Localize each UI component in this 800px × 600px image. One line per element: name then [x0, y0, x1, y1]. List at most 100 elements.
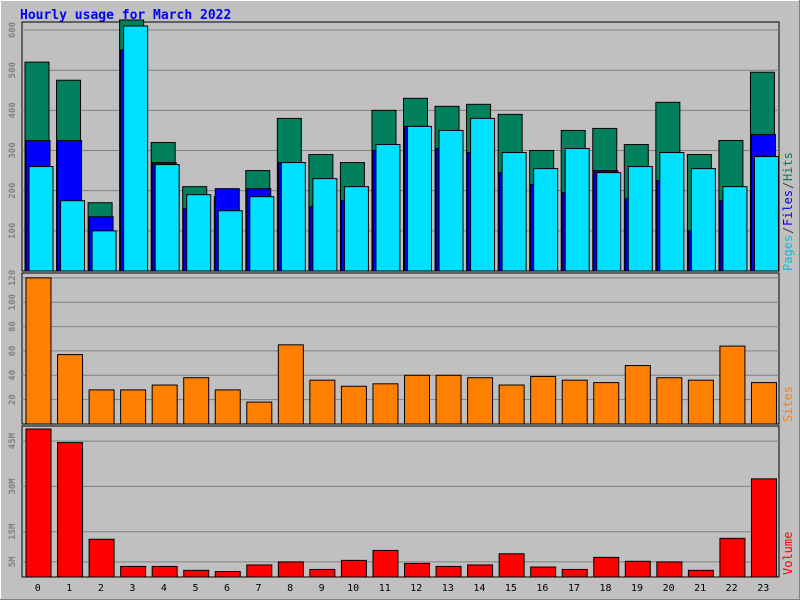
- bar-volume: [277, 561, 304, 578]
- x-tick-label: 23: [757, 583, 769, 594]
- bar-volume: [687, 569, 714, 578]
- y-tick-label: 45M: [8, 432, 18, 449]
- x-tick-label: 9: [319, 583, 325, 594]
- bar-pages: [438, 129, 464, 272]
- ylabel-volume: Volume: [781, 532, 795, 575]
- bar-sites: [340, 385, 367, 425]
- bar-sites: [687, 379, 714, 425]
- volume-panel: 5M 15M 30M 45M: [8, 425, 780, 578]
- bar-volume: [214, 571, 241, 578]
- bar-pages: [28, 166, 54, 272]
- bar-pages: [533, 168, 559, 272]
- bar-pages: [407, 125, 432, 272]
- bar-sites: [435, 374, 462, 425]
- bar-sites: [277, 344, 304, 425]
- bar-sites: [561, 379, 588, 425]
- ylabel-pages: Pages: [781, 235, 795, 271]
- bar-volume: [624, 560, 651, 578]
- hour-axis-labels: 0 1 2 3 4 5 6 7 8 9 10 11 12 13 14 15 16 17 18 19 20 21 22 23: [35, 583, 769, 594]
- ylabel-files: Files: [781, 190, 795, 226]
- ylabel-slash-1: /: [781, 227, 795, 234]
- bar-sites: [25, 277, 52, 425]
- bar-volume: [435, 565, 462, 578]
- x-tick-label: 18: [599, 583, 611, 594]
- chart-title: Hourly usage for March 2022: [20, 8, 231, 23]
- bar-sites: [624, 365, 651, 425]
- bar-pages: [91, 230, 117, 272]
- bar-volume: [120, 565, 147, 578]
- x-tick-label: 6: [224, 583, 230, 594]
- x-tick-label: 12: [410, 583, 422, 594]
- bar-pages: [186, 194, 212, 272]
- bar-volume: [340, 559, 367, 578]
- x-tick-label: 19: [631, 583, 643, 594]
- bar-volume: [656, 561, 683, 578]
- y-tick-label: 20: [8, 394, 18, 405]
- y-tick-label: 300: [8, 142, 18, 158]
- bar-sites: [656, 377, 683, 425]
- bar-pages: [217, 210, 243, 272]
- ylabel-hits: Hits: [781, 152, 795, 181]
- bar-sites: [404, 374, 430, 425]
- bar-pages: [722, 186, 748, 272]
- bar-sites: [57, 354, 84, 425]
- ylabel-slash-2: /: [781, 182, 795, 189]
- bar-volume: [88, 538, 115, 578]
- bar-pages: [596, 172, 622, 272]
- bar-sites: [246, 401, 273, 425]
- bar-sites: [750, 382, 777, 425]
- x-tick-label: 22: [726, 583, 738, 594]
- bar-pages: [312, 178, 338, 272]
- y-tick-label: 15M: [8, 523, 18, 540]
- bar-pages: [123, 25, 149, 272]
- y-tick-label: 40: [8, 370, 18, 381]
- bar-pages: [249, 196, 275, 272]
- x-tick-label: 10: [347, 583, 359, 594]
- bar-volume: [246, 564, 273, 578]
- y-tick-label: 200: [8, 183, 18, 199]
- bar-sites: [593, 382, 620, 425]
- x-tick-label: 3: [129, 583, 135, 594]
- x-tick-label: 0: [35, 583, 41, 594]
- y-tick-label: 600: [8, 22, 18, 38]
- bar-sites: [151, 384, 178, 425]
- x-tick-label: 16: [536, 583, 548, 594]
- bar-volume: [750, 478, 777, 578]
- x-tick-label: 11: [379, 583, 391, 594]
- bar-volume: [57, 442, 84, 578]
- bar-volume: [593, 556, 620, 578]
- plot-area: [21, 21, 780, 272]
- x-tick-label: 5: [192, 583, 198, 594]
- bar-pages: [375, 143, 401, 272]
- x-tick-label: 17: [568, 583, 580, 594]
- y-tick-label: 100: [8, 294, 18, 310]
- bar-sites: [498, 384, 525, 425]
- bar-pages: [564, 148, 590, 272]
- bar-pages: [280, 162, 306, 272]
- x-tick-label: 8: [287, 583, 293, 594]
- y-tick-label: 500: [8, 62, 18, 78]
- bar-sites: [719, 345, 746, 425]
- bar-volume: [498, 553, 525, 578]
- x-tick-label: 7: [256, 583, 262, 594]
- plot-area: [21, 425, 780, 578]
- y-tick-label: 30M: [8, 478, 18, 495]
- bar-sites: [467, 377, 494, 425]
- x-tick-label: 1: [66, 583, 72, 594]
- bar-sites: [120, 389, 147, 425]
- bar-pages: [343, 186, 369, 272]
- y-tick-label: 80: [8, 321, 18, 332]
- y-tick-label: 100: [8, 223, 18, 239]
- bar-volume: [183, 569, 210, 578]
- bar-sites: [530, 376, 557, 425]
- y-tick-label: 400: [8, 102, 18, 118]
- x-tick-label: 4: [161, 583, 167, 594]
- bar-volume: [151, 565, 178, 578]
- bar-sites: [214, 389, 241, 425]
- bar-pages: [60, 200, 86, 272]
- bar-pages: [627, 166, 653, 272]
- bar-pages: [470, 117, 496, 272]
- y-tick-label: 120: [8, 270, 18, 286]
- x-tick-label: 21: [694, 583, 706, 594]
